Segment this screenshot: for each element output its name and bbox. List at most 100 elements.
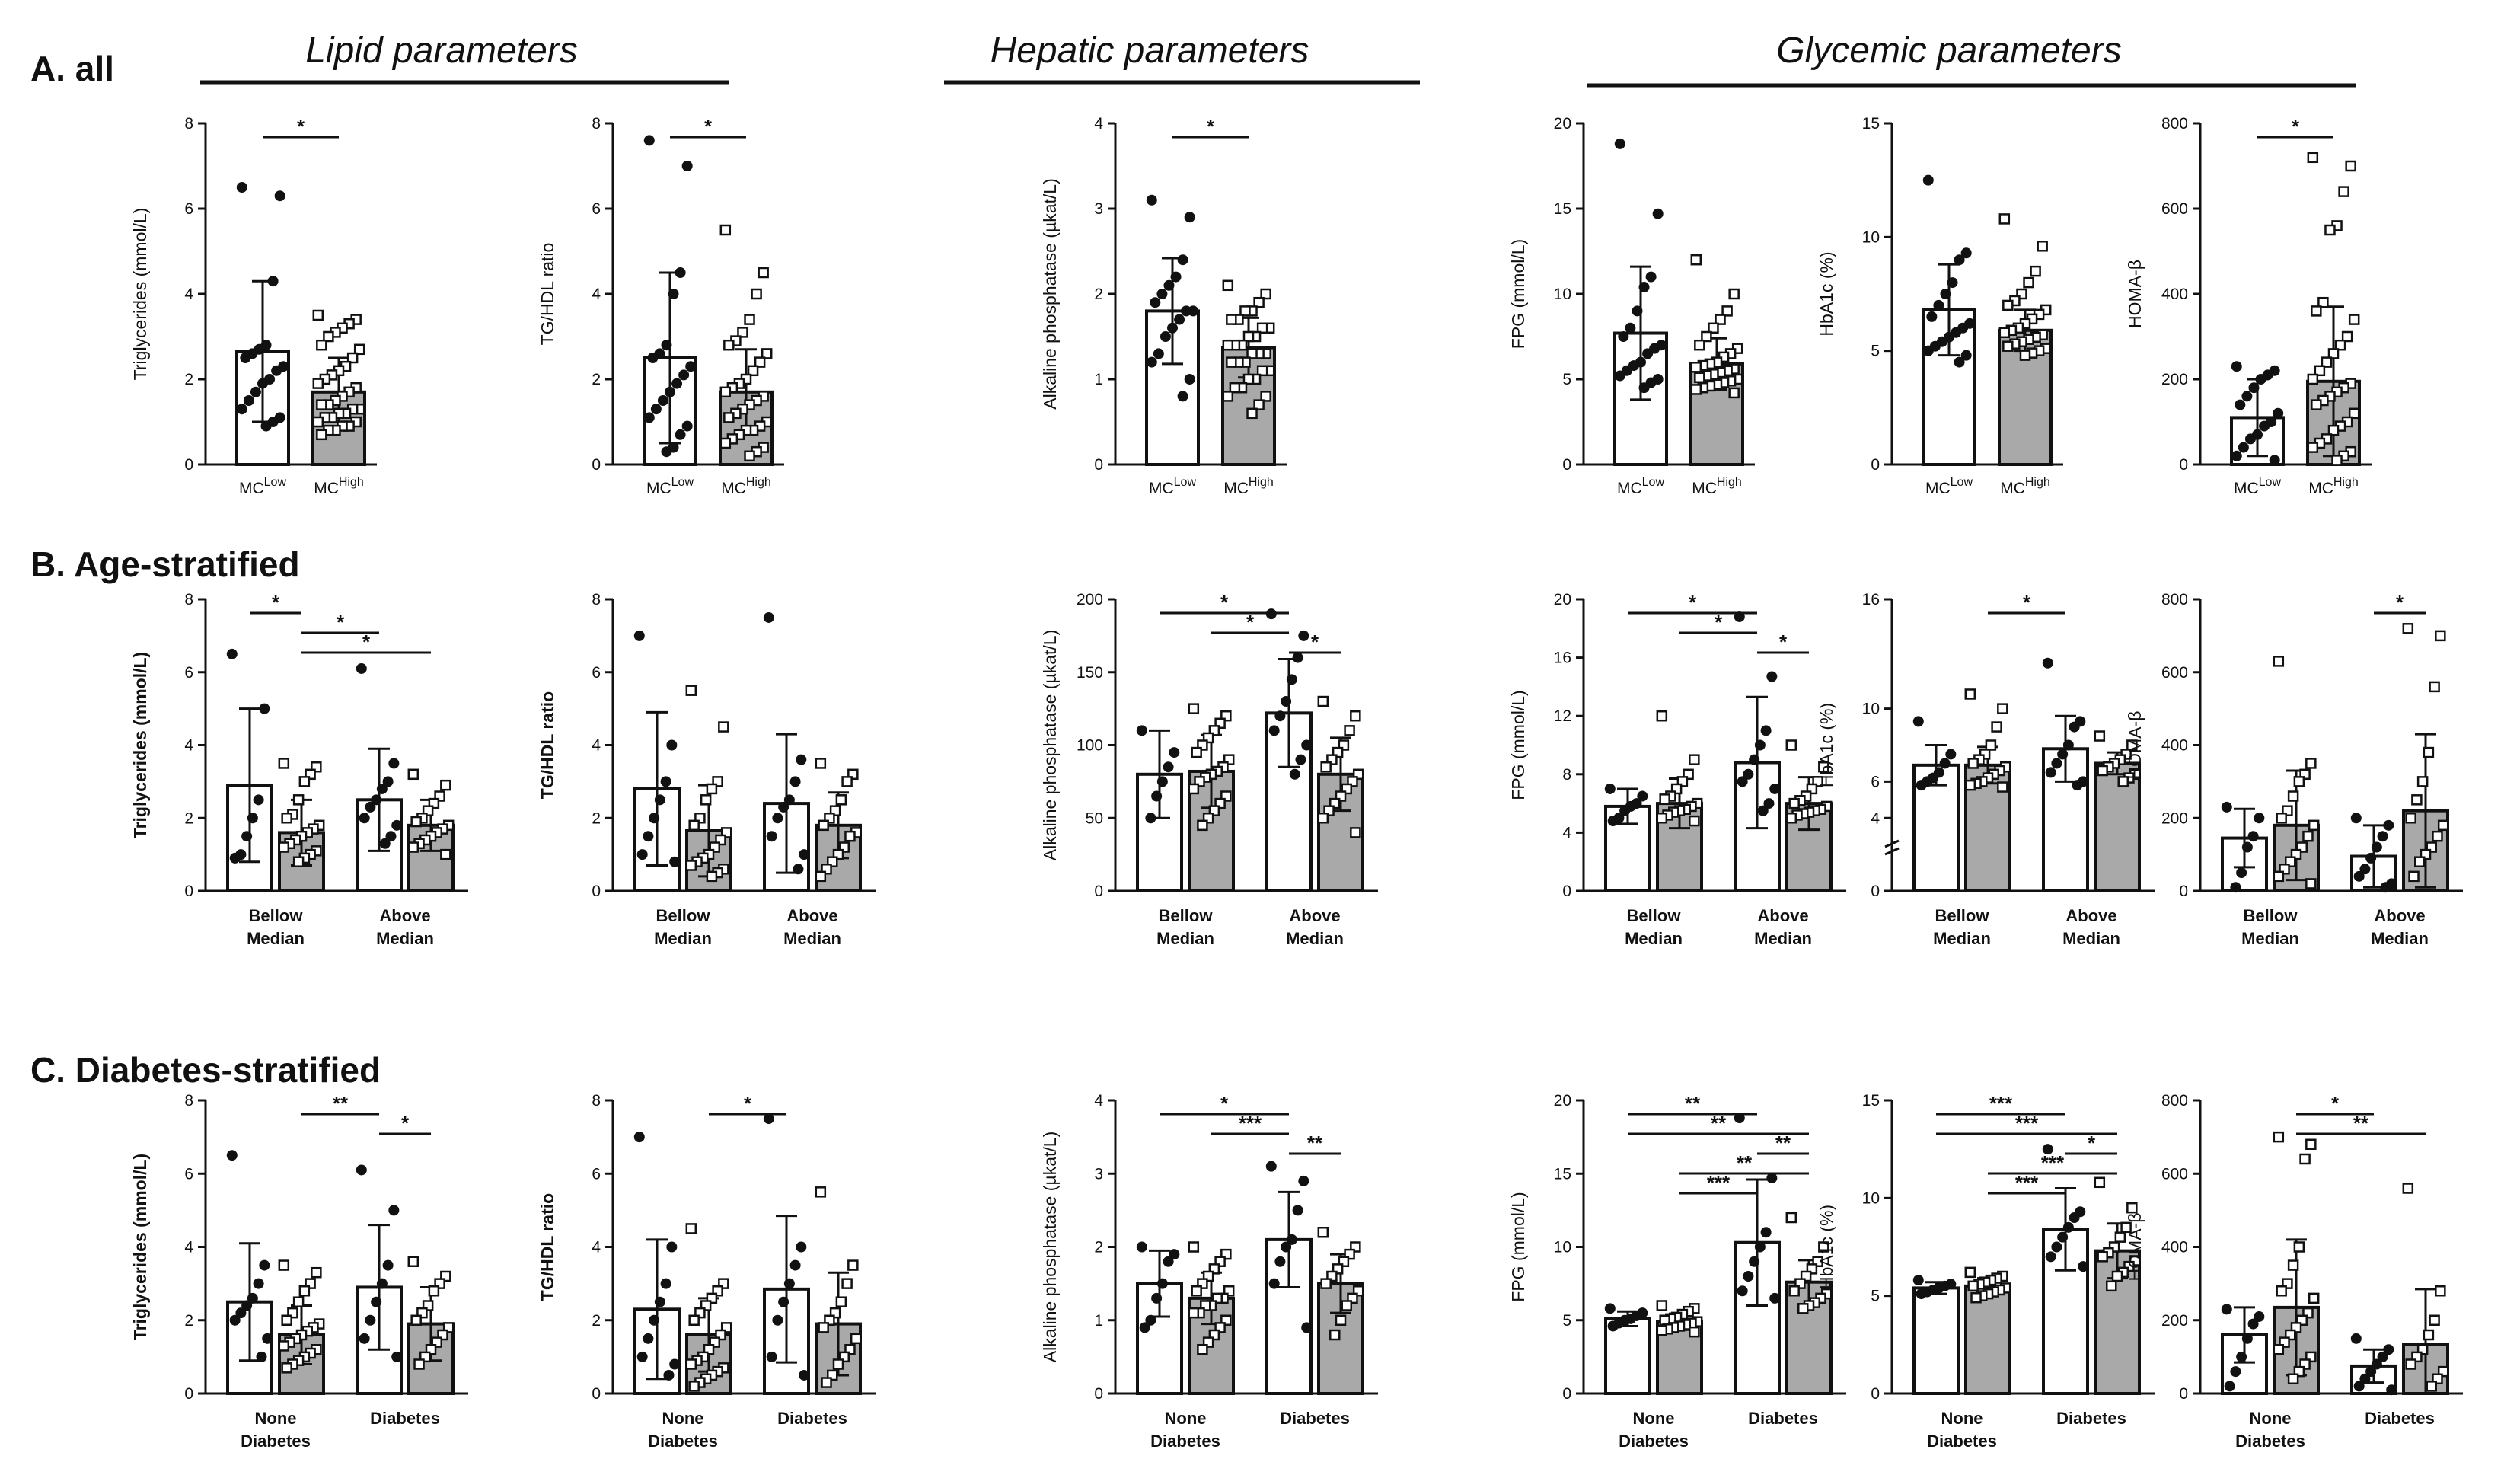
x-tick-main: MC: [2308, 480, 2333, 497]
data-point: [1222, 279, 1234, 292]
y-tick-label: 0: [592, 456, 601, 474]
sig-label: *: [297, 115, 305, 138]
data-point: [298, 1285, 311, 1297]
data-point: [281, 1314, 292, 1326]
data-point: [1737, 776, 1748, 787]
data-point: [241, 831, 253, 842]
data-point: [247, 1292, 258, 1304]
y-tick-label: 800: [2161, 115, 2188, 132]
y-tick-label: 4: [1094, 1092, 1103, 1109]
data-point: [772, 1314, 783, 1326]
group-label: Diabetes: [1748, 1409, 1818, 1428]
x-tick-label: MCHigh: [1223, 476, 1274, 497]
data-point: [1156, 776, 1168, 787]
y-tick-label: 3: [1094, 200, 1103, 218]
sig-label: ***: [2015, 1171, 2039, 1194]
y-tick-label: 200: [2161, 809, 2188, 827]
x-tick-sup: High: [2025, 476, 2050, 489]
data-point: [2126, 1202, 2138, 1214]
data-point: [2230, 1366, 2241, 1378]
data-point: [772, 813, 783, 824]
data-point: [669, 856, 681, 867]
y-tick-label: 4: [1562, 824, 1571, 841]
y-tick-label: 2: [184, 371, 193, 388]
y-axis-label: Triglycerides (mmol/L): [130, 1154, 150, 1340]
data-point: [2426, 1381, 2437, 1392]
data-point: [719, 437, 732, 449]
data-point: [2321, 356, 2333, 368]
y-tick-label: 1: [1094, 371, 1103, 388]
x-tick-label: MCHigh: [314, 476, 364, 497]
data-point: [312, 378, 324, 389]
data-point: [1743, 1271, 1754, 1282]
y-tick-label: 8: [592, 1092, 601, 1109]
data-point: [2365, 1366, 2377, 1378]
data-point: [2241, 1333, 2253, 1344]
data-point: [2402, 1183, 2414, 1194]
y-axis-label: FPG (mmol/L): [1508, 1192, 1528, 1301]
data-point: [1760, 1227, 1772, 1238]
y-tick-label: 100: [1077, 737, 1103, 755]
group-label: Diabetes: [648, 1432, 718, 1451]
data-point: [847, 1259, 859, 1271]
data-point: [2299, 1153, 2311, 1165]
data-point: [278, 841, 290, 853]
data-point: [2106, 1280, 2117, 1292]
data-point: [382, 1259, 394, 1271]
data-point: [2094, 1176, 2106, 1189]
data-point: [2042, 1144, 2053, 1155]
data-point: [1191, 746, 1202, 758]
data-point: [1163, 761, 1174, 773]
data-point: [1145, 813, 1156, 824]
sig-label: ***: [1239, 1112, 1262, 1135]
y-tick-label: 10: [1862, 701, 1880, 718]
data-point: [260, 420, 272, 432]
data-point: [346, 352, 359, 364]
data-point: [1298, 1175, 1309, 1186]
data-point: [789, 1259, 801, 1271]
data-point: [633, 1132, 645, 1143]
y-tick-label: 2: [184, 809, 193, 827]
data-point: [1954, 356, 1965, 368]
data-point: [1146, 194, 1157, 206]
data-point: [1268, 1278, 1280, 1289]
data-point: [1320, 1278, 1332, 1289]
data-point: [2423, 1329, 2435, 1341]
data-point: [1222, 391, 1234, 402]
data-point: [835, 1296, 847, 1307]
y-tick-label: 8: [184, 1092, 193, 1109]
data-point: [407, 768, 419, 781]
data-point: [2241, 391, 2253, 402]
y-tick-label: 1: [1094, 1312, 1103, 1330]
data-point: [1618, 331, 1629, 342]
group-label: Bellow: [249, 906, 304, 925]
data-point: [1785, 813, 1797, 824]
data-point: [2224, 1381, 2235, 1392]
chart-C3: 0 1 2 3 4 Alkaline phosphatase (µkat/L) None Di…: [1040, 1092, 1378, 1451]
data-point: [1690, 362, 1702, 373]
y-tick-label: 10: [1554, 1239, 1571, 1256]
data-point: [2359, 864, 2371, 875]
data-point: [835, 794, 847, 806]
data-point: [669, 1358, 681, 1370]
sig-label: *: [2088, 1132, 2096, 1154]
data-point: [2051, 1241, 2062, 1253]
group-label: None: [255, 1409, 297, 1428]
data-point: [678, 369, 690, 381]
data-point: [2435, 630, 2446, 642]
y-tick-label: 0: [1094, 883, 1103, 900]
data-point: [681, 161, 693, 171]
data-point: [850, 1333, 862, 1345]
data-point: [660, 776, 671, 787]
y-tick-label: 5: [1871, 343, 1880, 360]
data-point: [1788, 1285, 1800, 1297]
data-point: [643, 1333, 654, 1344]
data-point: [281, 813, 292, 824]
data-point: [1757, 805, 1769, 816]
data-point: [2411, 794, 2423, 806]
data-point: [382, 776, 394, 787]
data-point: [2002, 340, 2014, 352]
data-point: [1690, 254, 1702, 266]
row-label-age: B. Age-stratified: [30, 544, 300, 584]
data-point: [1167, 322, 1178, 334]
